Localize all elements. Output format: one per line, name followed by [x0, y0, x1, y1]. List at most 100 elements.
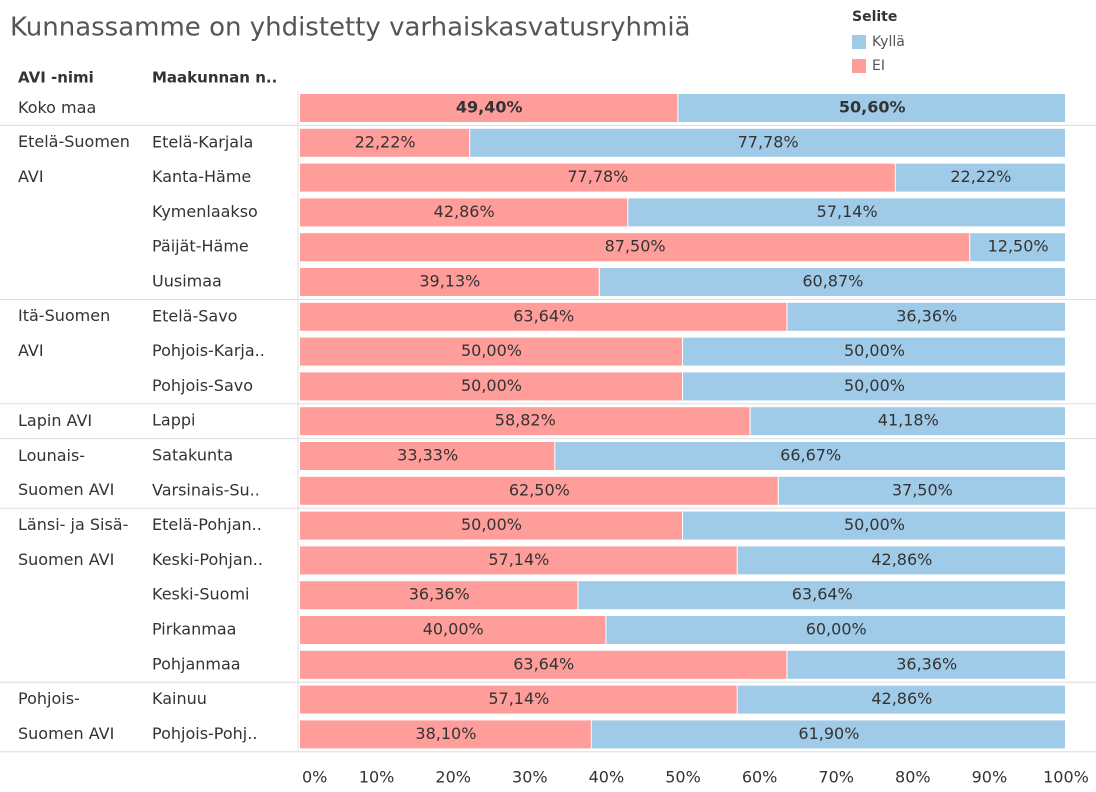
- column-header: AVI -nimi: [18, 69, 94, 87]
- x-tick-label: 20%: [435, 768, 471, 787]
- bar-segment: [300, 720, 591, 749]
- value-label: 40,00%: [423, 620, 484, 639]
- category-label: Lappi: [152, 411, 195, 430]
- bar-segment: [787, 650, 1065, 679]
- bar-segment: [970, 233, 1065, 262]
- category-label: Uusimaa: [152, 272, 222, 291]
- category-label: Etelä-Pohjan..: [152, 515, 262, 534]
- value-label: 63,64%: [513, 654, 574, 673]
- x-tick-label: 70%: [818, 768, 854, 787]
- bar-segment: [470, 128, 1065, 157]
- category-label: Varsinais-Su..: [152, 480, 260, 499]
- bar-segment: [578, 581, 1065, 610]
- value-label: 77,78%: [738, 132, 799, 151]
- value-label: 57,14%: [488, 689, 549, 708]
- bar-segment: [787, 302, 1065, 331]
- value-label: 50,60%: [839, 98, 906, 117]
- group-label: Etelä-Suomen AVI: [18, 132, 130, 187]
- bar-segment: [300, 407, 750, 436]
- category-label: Pohjois-Savo: [152, 376, 253, 395]
- group-label: Länsi- ja Sisä-Suomen AVI: [18, 515, 129, 569]
- value-label: 49,40%: [456, 98, 523, 117]
- category-label: Pirkanmaa: [152, 620, 236, 639]
- group-label: Koko maa: [18, 97, 97, 117]
- bar-segment: [300, 685, 737, 714]
- bar-segment: [300, 128, 470, 157]
- bar-segment: [300, 372, 682, 401]
- category-label: Satakunta: [152, 446, 233, 465]
- bar-segment: [300, 268, 599, 296]
- bar-segment: [300, 233, 970, 262]
- category-label: Keski-Pohjan..: [152, 550, 263, 569]
- category-label: Keski-Suomi: [152, 585, 249, 604]
- bar-segment: [555, 442, 1065, 470]
- group-label: Lapin AVI: [18, 410, 93, 430]
- value-label: 61,90%: [798, 724, 859, 743]
- x-tick-label: 50%: [665, 768, 701, 787]
- value-label: 63,64%: [792, 585, 853, 604]
- bar-segment: [599, 268, 1065, 296]
- category-label: Pohjois-Karja..: [152, 341, 265, 360]
- bar-segment: [300, 476, 778, 505]
- x-tick-label: 10%: [359, 768, 395, 787]
- value-label: 22,22%: [950, 167, 1011, 186]
- value-label: 36,36%: [409, 585, 470, 604]
- bar-segment: [895, 163, 1065, 192]
- value-label: 60,87%: [802, 272, 863, 291]
- value-label: 87,50%: [605, 237, 666, 256]
- bar-segment: [778, 476, 1065, 505]
- value-label: 60,00%: [806, 620, 867, 639]
- value-label: 42,86%: [871, 550, 932, 569]
- bar-segment: [591, 720, 1065, 749]
- x-tick-label: 80%: [895, 768, 931, 787]
- legend-label: Kyllä: [872, 34, 905, 50]
- value-label: 42,86%: [871, 689, 932, 708]
- value-label: 50,00%: [844, 341, 905, 360]
- value-label: 12,50%: [988, 237, 1049, 256]
- value-label: 50,00%: [461, 341, 522, 360]
- bar-segment: [300, 302, 787, 331]
- bar-segment: [300, 650, 787, 679]
- legend-label: EI: [872, 58, 885, 74]
- category-label: Pohjanmaa: [152, 654, 241, 673]
- category-label: Kymenlaakso: [152, 202, 258, 221]
- bar-segment: [300, 511, 682, 540]
- value-label: 39,13%: [419, 272, 480, 291]
- bar-segment: [300, 546, 737, 575]
- bar-segment: [683, 372, 1065, 401]
- category-label: Päijät-Häme: [152, 237, 249, 256]
- bar-segment: [606, 616, 1065, 644]
- value-label: 41,18%: [878, 411, 939, 430]
- bar-segment: [300, 581, 578, 610]
- bar-segment: [300, 198, 628, 227]
- group-label: Lounais-Suomen AVI: [18, 445, 115, 500]
- chart-title: Kunnassamme on yhdistetty varhaiskasvatu…: [10, 13, 690, 43]
- value-label: 50,00%: [844, 515, 905, 534]
- bar-segment: [683, 337, 1065, 366]
- category-label: Etelä-Savo: [152, 306, 237, 325]
- value-label: 22,22%: [355, 132, 416, 151]
- bar-segment: [628, 198, 1065, 227]
- category-label: Kainuu: [152, 689, 207, 708]
- value-label: 57,14%: [817, 202, 878, 221]
- bar-segment: [300, 442, 555, 470]
- value-label: 50,00%: [461, 376, 522, 395]
- value-label: 62,50%: [509, 480, 570, 499]
- group-label: Itä-Suomen AVI: [18, 306, 111, 361]
- legend-swatch: [852, 59, 866, 73]
- value-label: 57,14%: [488, 550, 549, 569]
- x-tick-label: 60%: [742, 768, 778, 787]
- x-tick-label: 100%: [1043, 768, 1089, 787]
- legend-swatch: [852, 35, 866, 49]
- category-label: Kanta-Häme: [152, 167, 251, 186]
- value-label: 50,00%: [461, 515, 522, 534]
- x-tick-label: 0%: [302, 768, 327, 787]
- bar-segment: [750, 407, 1065, 436]
- value-label: 36,36%: [896, 654, 957, 673]
- x-tick-label: 90%: [972, 768, 1008, 787]
- value-label: 38,10%: [415, 724, 476, 743]
- x-tick-label: 40%: [589, 768, 625, 787]
- bar-segment: [300, 94, 678, 122]
